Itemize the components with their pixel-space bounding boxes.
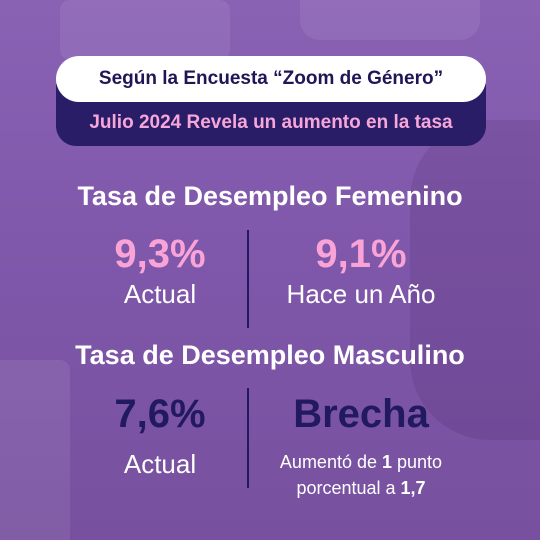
- female-current: 9,3% Actual: [70, 232, 250, 310]
- gap-text-1: Aumentó de: [279, 452, 382, 472]
- gap-section: Brecha Aumentó de 1 punto porcentual a 1…: [256, 392, 466, 501]
- gap-description: Aumentó de 1 punto porcentual a 1,7: [256, 449, 466, 501]
- gap-text-3: porcentual a: [296, 478, 401, 498]
- male-current: 7,6% Actual: [70, 392, 250, 480]
- gap-from-value: 1: [382, 452, 393, 472]
- male-current-value: 7,6%: [114, 392, 206, 436]
- divider: [247, 230, 249, 328]
- background-shape: [60, 0, 230, 60]
- female-year-ago-value: 9,1%: [315, 232, 407, 276]
- female-year-ago: 9,1% Hace un Año: [256, 232, 466, 310]
- gap-text-2: punto: [392, 452, 443, 472]
- gap-to-value: 1,7: [400, 478, 426, 498]
- background-shape: [0, 360, 70, 540]
- divider: [247, 388, 249, 488]
- survey-title: Según la Encuesta “Zoom de Género”: [98, 68, 444, 89]
- survey-subtitle: Julio 2024 Revela un aumento en la tasa: [89, 112, 453, 133]
- female-heading: Tasa de Desempleo Femenino: [77, 181, 463, 211]
- male-heading: Tasa de Desempleo Masculino: [75, 340, 465, 370]
- female-current-value: 9,3%: [114, 232, 206, 276]
- male-current-label: Actual: [123, 449, 197, 479]
- female-year-ago-label: Hace un Año: [286, 279, 436, 309]
- gap-title: Brecha: [293, 392, 429, 436]
- survey-title-pill: Según la Encuesta “Zoom de Género”: [56, 56, 486, 102]
- female-current-label: Actual: [123, 279, 197, 309]
- background-shape: [410, 120, 540, 440]
- background-shape: [300, 0, 480, 40]
